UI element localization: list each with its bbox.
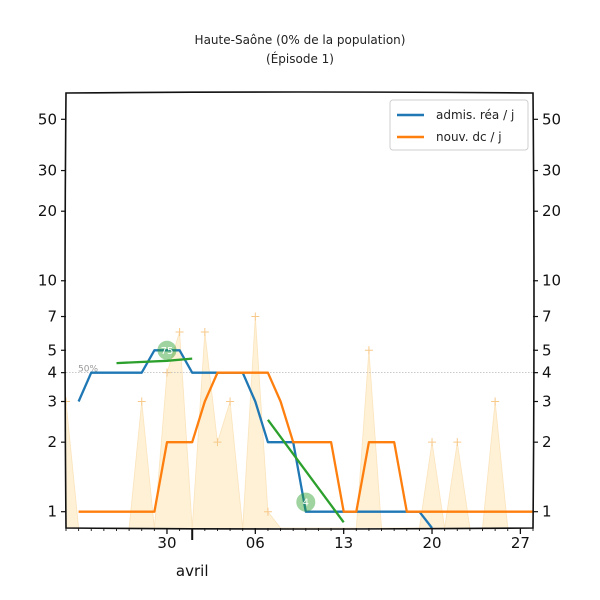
x-tick-label-1: 06 (246, 534, 265, 552)
daily-marker-31 (453, 438, 462, 447)
x-month-label: avril (176, 562, 209, 580)
legend-box (389, 99, 529, 151)
daily-marker-12 (213, 438, 222, 447)
x-tick-label-0: 30 (157, 534, 176, 552)
daily-outline (65, 316, 533, 529)
x-tick-label-2: 13 (334, 534, 353, 552)
chart-title: Haute-Saône (0% de la population) (195, 33, 406, 47)
y-tick-label-right-4: 5 (542, 341, 552, 359)
y-tick-label-left-4: 5 (47, 341, 57, 359)
annotation-text-0: 75 (161, 346, 174, 357)
trend-line-3 (116, 357, 193, 365)
y-tick-label-left-6: 10 (38, 272, 57, 290)
daily-marker-29 (428, 438, 437, 447)
y-tick-label-left-7: 20 (38, 202, 57, 220)
y-tick-label-right-2: 3 (542, 393, 552, 411)
series-line-1 (78, 371, 533, 513)
annotation-badge-1 (296, 492, 316, 512)
daily-marker-16 (263, 507, 272, 516)
daily-area (66, 316, 533, 528)
y-tick-label-right-8: 30 (542, 162, 561, 180)
y-tick-label-left-3: 4 (47, 364, 57, 382)
daily-marker-8 (162, 368, 171, 377)
trend-line-4 (266, 419, 345, 523)
y-tick-label-right-7: 20 (542, 202, 561, 220)
x-tick-label-3: 20 (422, 534, 441, 552)
y-tick-label-right-5: 7 (542, 308, 552, 326)
y-tick-label-left-1: 2 (47, 433, 57, 451)
y-tick-label-right-9: 50 (542, 110, 561, 128)
y-tick-label-left-5: 7 (47, 308, 57, 326)
y-tick-label-left-0: 1 (47, 503, 57, 521)
y-tick-label-right-3: 4 (542, 364, 552, 382)
daily-marker-6 (137, 397, 146, 406)
daily-marker-9 (175, 327, 184, 336)
legend-label-0: admis. réa / j (436, 108, 514, 122)
y-tick-label-right-1: 2 (542, 433, 552, 451)
y-tick-label-left-2: 3 (47, 393, 57, 411)
annotation-text-1: 4 (303, 498, 309, 509)
y-tick-label-right-6: 10 (542, 272, 561, 290)
daily-marker-24 (364, 346, 373, 355)
annotation-badge-0 (157, 340, 177, 360)
x-tick-label-4: 27 (511, 534, 530, 552)
y-tick-label-right-0: 1 (542, 503, 552, 521)
reference-line-label: 50% (78, 365, 98, 375)
series-line-0 (77, 349, 433, 529)
daily-marker-11 (200, 327, 209, 336)
legend-label-1: nouv. dc / j (436, 130, 502, 144)
y-tick-label-left-9: 50 (38, 110, 57, 128)
daily-marker-15 (251, 312, 260, 321)
chart-subtitle: (Épisode 1) (266, 51, 334, 66)
daily-marker-34 (491, 397, 500, 406)
daily-marker-13 (226, 397, 235, 406)
y-tick-label-left-8: 30 (38, 162, 57, 180)
